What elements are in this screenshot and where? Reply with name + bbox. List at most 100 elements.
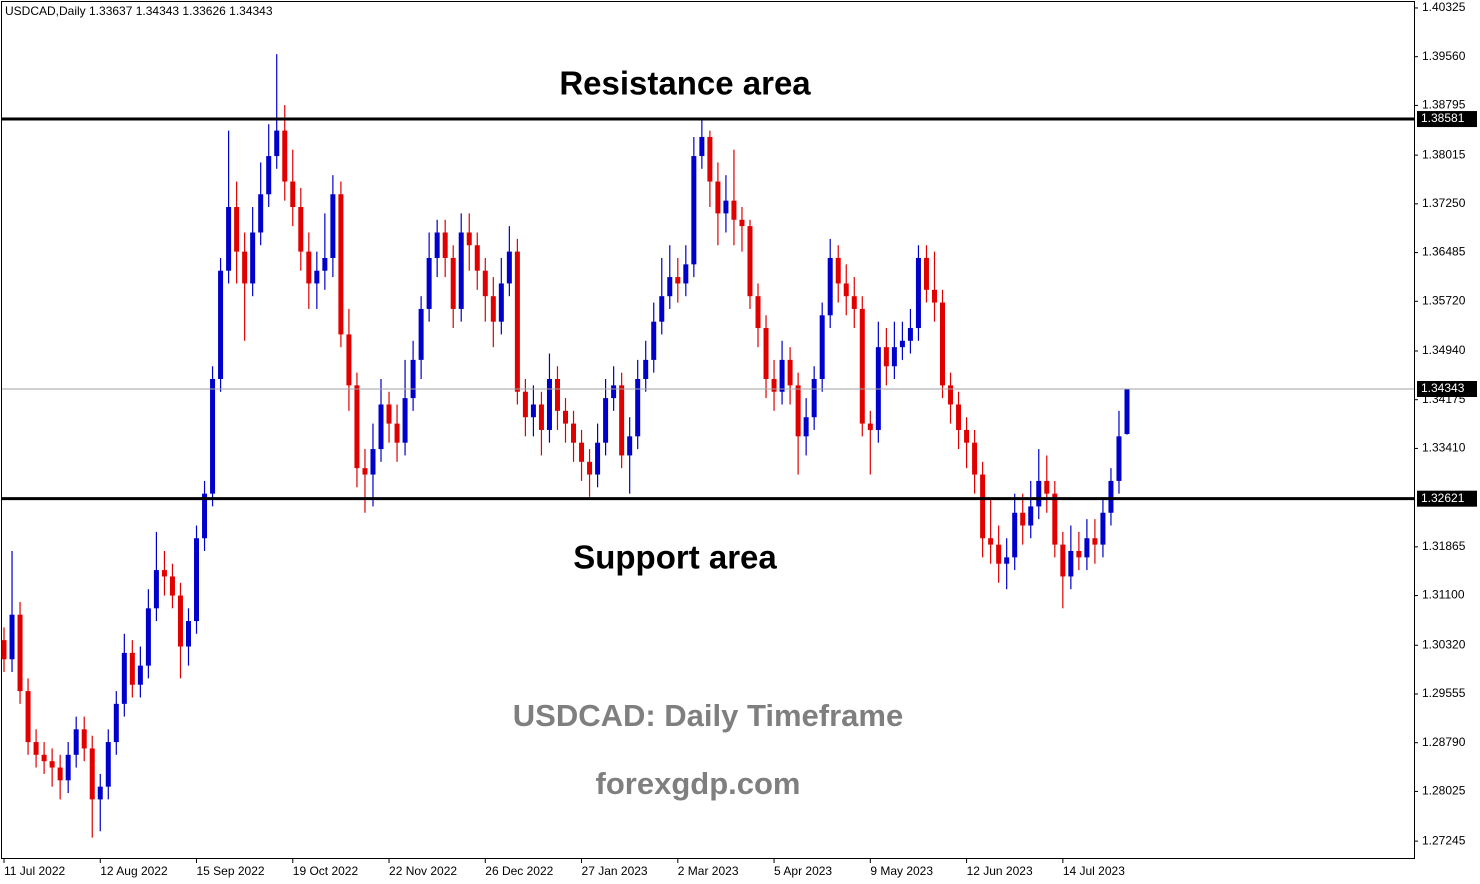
candle-body	[121, 652, 127, 704]
candle-body	[1092, 538, 1098, 545]
candle-body	[450, 257, 456, 309]
last-price-box	[1417, 380, 1477, 397]
candle-body	[538, 404, 544, 430]
candle-body	[145, 608, 151, 666]
candle-body	[226, 207, 232, 271]
candle-body	[1084, 538, 1090, 558]
candle-body	[298, 207, 304, 252]
candle-body	[546, 378, 552, 430]
candle-body	[194, 538, 200, 622]
x-tick-label: 11 Jul 2022	[4, 864, 65, 878]
candle-body	[915, 257, 921, 329]
candle-body	[940, 302, 946, 386]
candle-body	[137, 665, 143, 685]
candle-body	[675, 277, 681, 284]
candle-body	[571, 423, 577, 443]
candle-body	[554, 378, 560, 411]
candle-body	[1012, 512, 1018, 558]
y-tick-label: 1.38795	[1422, 98, 1466, 112]
candle-body	[1108, 480, 1114, 513]
candle-body	[362, 468, 368, 475]
candle-body	[57, 767, 63, 781]
x-tick-label: 26 Dec 2022	[485, 864, 553, 878]
candle-body	[338, 194, 344, 335]
candle-body	[635, 378, 641, 437]
candle-body	[354, 385, 360, 469]
candle-body	[442, 232, 448, 258]
candle-body	[522, 391, 528, 418]
candle-body	[458, 232, 464, 309]
candle-body	[843, 283, 849, 297]
y-tick-label: 1.36485	[1422, 245, 1466, 259]
candle-body	[859, 308, 865, 424]
x-tick-label: 5 Apr 2023	[774, 864, 832, 878]
y-tick-label: 1.33410	[1422, 441, 1466, 455]
candle-body	[595, 442, 601, 475]
candle-body	[1068, 550, 1074, 577]
candle-body	[258, 194, 264, 233]
candle-body	[105, 742, 111, 787]
candle-body	[25, 691, 31, 743]
candle-body	[1100, 512, 1106, 545]
candle-body	[330, 194, 336, 258]
candle-body	[402, 398, 408, 443]
candle-body	[707, 136, 713, 182]
candle-body	[867, 423, 873, 430]
candle-body	[956, 404, 962, 430]
candle-body	[1020, 512, 1026, 526]
candle-body	[747, 226, 753, 297]
candle-body	[218, 270, 224, 379]
candle-body	[923, 257, 929, 290]
y-tick-label: 1.29555	[1422, 686, 1466, 700]
candle-body	[1044, 480, 1050, 494]
candle-body	[795, 385, 801, 437]
candle-body	[346, 334, 352, 386]
candle-body	[579, 442, 585, 462]
x-tick-label: 14 Jul 2023	[1063, 864, 1125, 878]
candle-body	[177, 595, 183, 647]
candle-body	[964, 429, 970, 443]
candle-body	[161, 570, 167, 577]
candle-body	[474, 245, 480, 271]
annotation: USDCAD: Daily Timeframe	[513, 698, 903, 733]
candle-body	[787, 359, 793, 386]
level-box	[1417, 111, 1477, 128]
annotation: Resistance area	[559, 65, 811, 102]
candle-body	[498, 283, 504, 322]
candle-body	[514, 251, 520, 392]
candle-body	[290, 181, 296, 208]
candle-body	[386, 404, 392, 424]
candle-body	[611, 385, 617, 399]
candle-body	[97, 786, 103, 800]
candle-body	[988, 538, 994, 545]
candle-body	[755, 296, 761, 329]
candle-body	[410, 359, 416, 399]
candle-body	[1076, 550, 1082, 558]
candle-body	[563, 410, 568, 424]
candle-body	[506, 251, 512, 284]
candle-body	[322, 257, 328, 271]
candle-body	[851, 296, 857, 309]
candle-body	[739, 219, 745, 227]
candle-body	[603, 398, 609, 443]
y-tick-label: 1.28025	[1422, 784, 1466, 798]
y-tick-label: 1.28790	[1422, 735, 1466, 749]
candle-body	[659, 296, 665, 322]
candle-body	[931, 289, 937, 303]
candle-body	[73, 729, 79, 755]
candle-body	[643, 359, 649, 379]
candle-body	[282, 130, 288, 182]
candle-body	[883, 347, 889, 367]
annotation: Support area	[573, 539, 777, 576]
x-tick-label: 27 Jan 2023	[582, 864, 648, 878]
y-tick-label: 1.39560	[1422, 49, 1466, 63]
candle-body	[683, 264, 689, 284]
candle-body	[1124, 388, 1130, 434]
level-box	[1417, 490, 1477, 507]
candle-body	[715, 181, 721, 214]
candle-body	[266, 156, 272, 195]
candle-body	[394, 423, 400, 443]
candle-body	[314, 270, 320, 284]
candle-body	[651, 321, 657, 360]
